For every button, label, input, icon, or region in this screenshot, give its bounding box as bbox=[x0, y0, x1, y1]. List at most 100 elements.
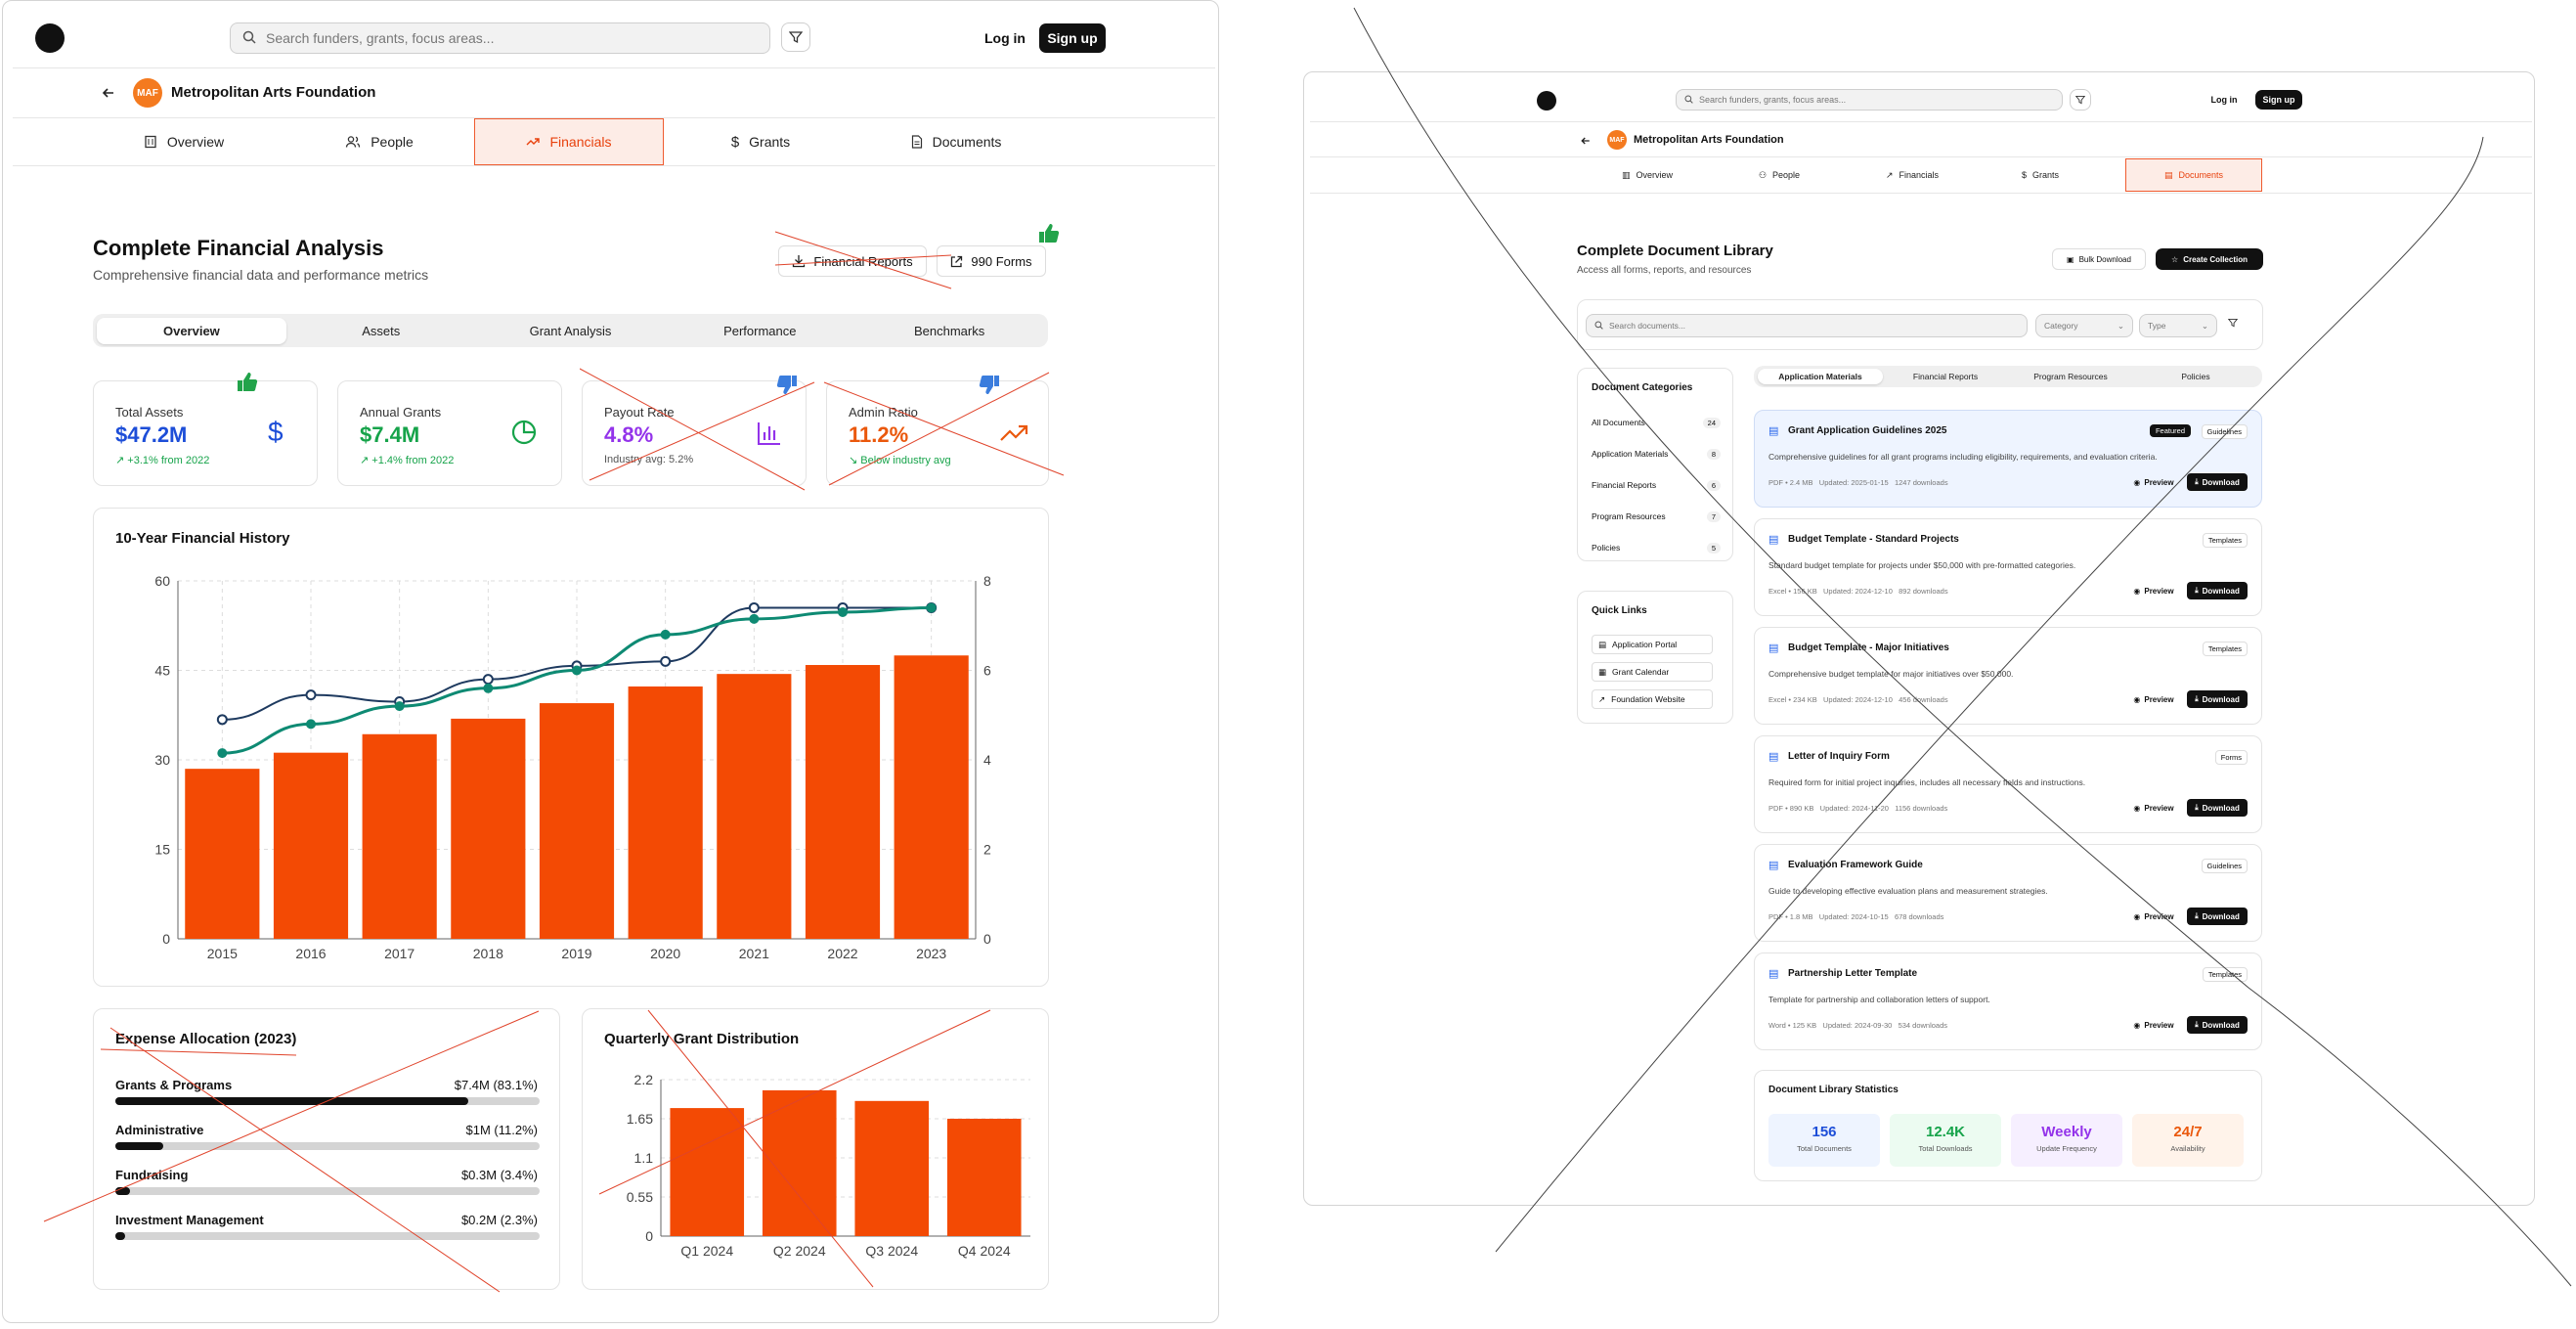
download-button[interactable]: ⤓ Download bbox=[2187, 908, 2248, 925]
category-item[interactable]: Application Materials 8 bbox=[1586, 443, 1726, 465]
doc-tab-financial-reports[interactable]: Financial Reports bbox=[1912, 372, 1979, 381]
category-count: 6 bbox=[1706, 479, 1721, 491]
download-button[interactable]: ⤓ Download bbox=[2187, 582, 2248, 599]
download-icon: ⤓ bbox=[2195, 1020, 2199, 1029]
subtab-performance[interactable]: Performance bbox=[723, 323, 797, 338]
download-button[interactable]: ⤓ Download bbox=[2187, 690, 2248, 708]
tab-people[interactable]: People bbox=[306, 118, 453, 165]
document-card: ▤ Grant Application Guidelines 2025 Compre… bbox=[1754, 410, 2262, 508]
document-tag: Templates bbox=[2202, 533, 2248, 548]
login-button[interactable]: Log in bbox=[2210, 95, 2238, 105]
download-button[interactable]: ⤓ Download bbox=[2187, 1016, 2248, 1034]
download-button[interactable]: ⤓ Download bbox=[2187, 473, 2248, 491]
document-title[interactable]: Budget Template - Standard Projects bbox=[1788, 534, 1959, 545]
quick-link[interactable]: ▦ Grant Calendar bbox=[1592, 662, 1713, 682]
logo[interactable] bbox=[1537, 91, 1556, 111]
document-title[interactable]: Grant Application Guidelines 2025 bbox=[1788, 425, 1947, 436]
doc-tab-program-resources[interactable]: Program Resources bbox=[2033, 372, 2108, 381]
tab-overview[interactable]: Overview bbox=[110, 118, 257, 165]
document-meta: PDF • 2.4 MB Updated: 2025-01-15 1247 do… bbox=[1768, 478, 1948, 487]
subtab-grant-analysis[interactable]: Grant Analysis bbox=[529, 323, 612, 338]
button-label: Bulk Download bbox=[2078, 254, 2131, 264]
filter-button[interactable] bbox=[781, 22, 810, 52]
category-item[interactable]: Program Resources 7 bbox=[1586, 506, 1726, 527]
expense-name: Investment Management bbox=[115, 1213, 264, 1227]
tab-label: Overview bbox=[1636, 170, 1674, 180]
tab-grants[interactable]: $ Grants bbox=[687, 118, 834, 165]
preview-button[interactable]: ◉ Preview bbox=[2124, 799, 2183, 817]
doc-tab-policies[interactable]: Policies bbox=[2181, 372, 2210, 381]
x-tick: 2023 bbox=[916, 946, 946, 961]
document-meta: Excel • 156 KB Updated: 2024-12-10 892 d… bbox=[1768, 587, 1948, 596]
divider bbox=[1310, 121, 2532, 122]
kpi-label: Total Assets bbox=[115, 405, 184, 420]
y-tick-left: 15 bbox=[154, 842, 170, 858]
tab-label: Documents bbox=[932, 134, 1002, 150]
document-title[interactable]: Partnership Letter Template bbox=[1788, 968, 1918, 979]
preview-button[interactable]: ◉ Preview bbox=[2124, 582, 2183, 599]
document-title[interactable]: Budget Template - Major Initiatives bbox=[1788, 642, 1949, 653]
signup-button[interactable]: Sign up bbox=[2255, 90, 2302, 110]
back-arrow-icon[interactable] bbox=[101, 85, 116, 101]
create-collection-button[interactable]: ☆ Create Collection bbox=[2156, 248, 2263, 270]
filter-icon[interactable] bbox=[2227, 318, 2239, 331]
logo[interactable] bbox=[35, 23, 65, 53]
category-item[interactable]: All Documents 24 bbox=[1586, 412, 1726, 433]
tab-overview[interactable]: ▥ Overview bbox=[1594, 158, 1701, 192]
kpi-change: ↗ +3.1% from 2022 bbox=[115, 455, 210, 466]
preview-button[interactable]: ◉ Preview bbox=[2124, 473, 2183, 491]
financial-reports-button[interactable]: Financial Reports bbox=[778, 245, 927, 277]
tab-documents[interactable]: Documents bbox=[883, 118, 1029, 165]
subtab-overview[interactable]: Overview bbox=[97, 317, 286, 344]
tab-financials[interactable]: Financials bbox=[474, 118, 664, 165]
category-item[interactable]: Policies 5 bbox=[1586, 537, 1726, 558]
download-icon: ⤓ bbox=[2195, 694, 2199, 703]
document-search-input[interactable]: Search documents... bbox=[1586, 314, 2028, 337]
doc-tab-application-materials[interactable]: Application Materials bbox=[1758, 369, 1883, 384]
bar bbox=[628, 686, 703, 939]
preview-button[interactable]: ◉ Preview bbox=[2124, 690, 2183, 708]
type-select[interactable]: Type ⌄ bbox=[2139, 314, 2217, 337]
back-arrow-icon[interactable] bbox=[1580, 134, 1592, 146]
x-tick: 2018 bbox=[473, 946, 503, 961]
document-desc: Guide to developing effective evaluation… bbox=[1768, 886, 2048, 896]
document-card: ▤ Budget Template - Standard Projects Stan… bbox=[1754, 518, 2262, 616]
search-input[interactable]: Search funders, grants, focus areas... bbox=[230, 22, 770, 54]
subtab-assets[interactable]: Assets bbox=[362, 323, 401, 338]
document-title[interactable]: Evaluation Framework Guide bbox=[1788, 860, 1923, 870]
signup-button[interactable]: Sign up bbox=[1039, 23, 1106, 53]
stat-value: 24/7 bbox=[2173, 1124, 2203, 1140]
quick-link-label: Foundation Website bbox=[1611, 694, 1685, 704]
search-icon bbox=[1684, 94, 1693, 106]
kpi-value: $47.2M bbox=[115, 422, 188, 447]
document-icon: ▤ bbox=[1768, 534, 1779, 546]
document-desc: Standard budget template for projects un… bbox=[1768, 560, 2076, 570]
preview-button[interactable]: ◉ Preview bbox=[2124, 908, 2183, 925]
document-card: ▤ Partnership Letter Template Template for… bbox=[1754, 952, 2262, 1050]
category-select[interactable]: Category ⌄ bbox=[2035, 314, 2133, 337]
document-tag: Forms bbox=[2214, 750, 2248, 765]
tab-documents[interactable]: ▤ Documents bbox=[2125, 158, 2262, 192]
building-icon bbox=[145, 135, 156, 149]
preview-button[interactable]: ◉ Preview bbox=[2124, 1016, 2183, 1034]
bulk-download-button[interactable]: ▣ Bulk Download bbox=[2052, 248, 2146, 270]
login-button[interactable]: Log in bbox=[984, 30, 1026, 46]
category-item[interactable]: Financial Reports 6 bbox=[1586, 474, 1726, 496]
download-button[interactable]: ⤓ Download bbox=[2187, 799, 2248, 817]
people-icon bbox=[346, 136, 361, 148]
series-point bbox=[216, 714, 228, 726]
tab-financials[interactable]: ↗ Financials bbox=[1858, 158, 1966, 192]
dollar-icon: $ bbox=[2021, 170, 2027, 180]
history-chart: 0 15 30 45 60 0 2 4 6 8 2015 2016 2017 2018 2019 2020 20… bbox=[154, 573, 991, 961]
quick-link[interactable]: ▤ Application Portal bbox=[1592, 635, 1713, 654]
tab-grants[interactable]: $ Grants bbox=[1987, 158, 2094, 192]
search-input[interactable]: Search funders, grants, focus areas... bbox=[1676, 89, 2063, 111]
document-title[interactable]: Letter of Inquiry Form bbox=[1788, 751, 1890, 762]
990-forms-button[interactable]: 990 Forms bbox=[937, 245, 1046, 277]
button-label: Preview bbox=[2144, 694, 2174, 704]
subtab-benchmarks[interactable]: Benchmarks bbox=[913, 323, 985, 338]
quick-link[interactable]: ↗ Foundation Website bbox=[1592, 689, 1713, 709]
tab-people[interactable]: ⚇ People bbox=[1725, 158, 1833, 192]
external-link-icon bbox=[951, 255, 963, 267]
filter-button[interactable] bbox=[2070, 89, 2091, 111]
